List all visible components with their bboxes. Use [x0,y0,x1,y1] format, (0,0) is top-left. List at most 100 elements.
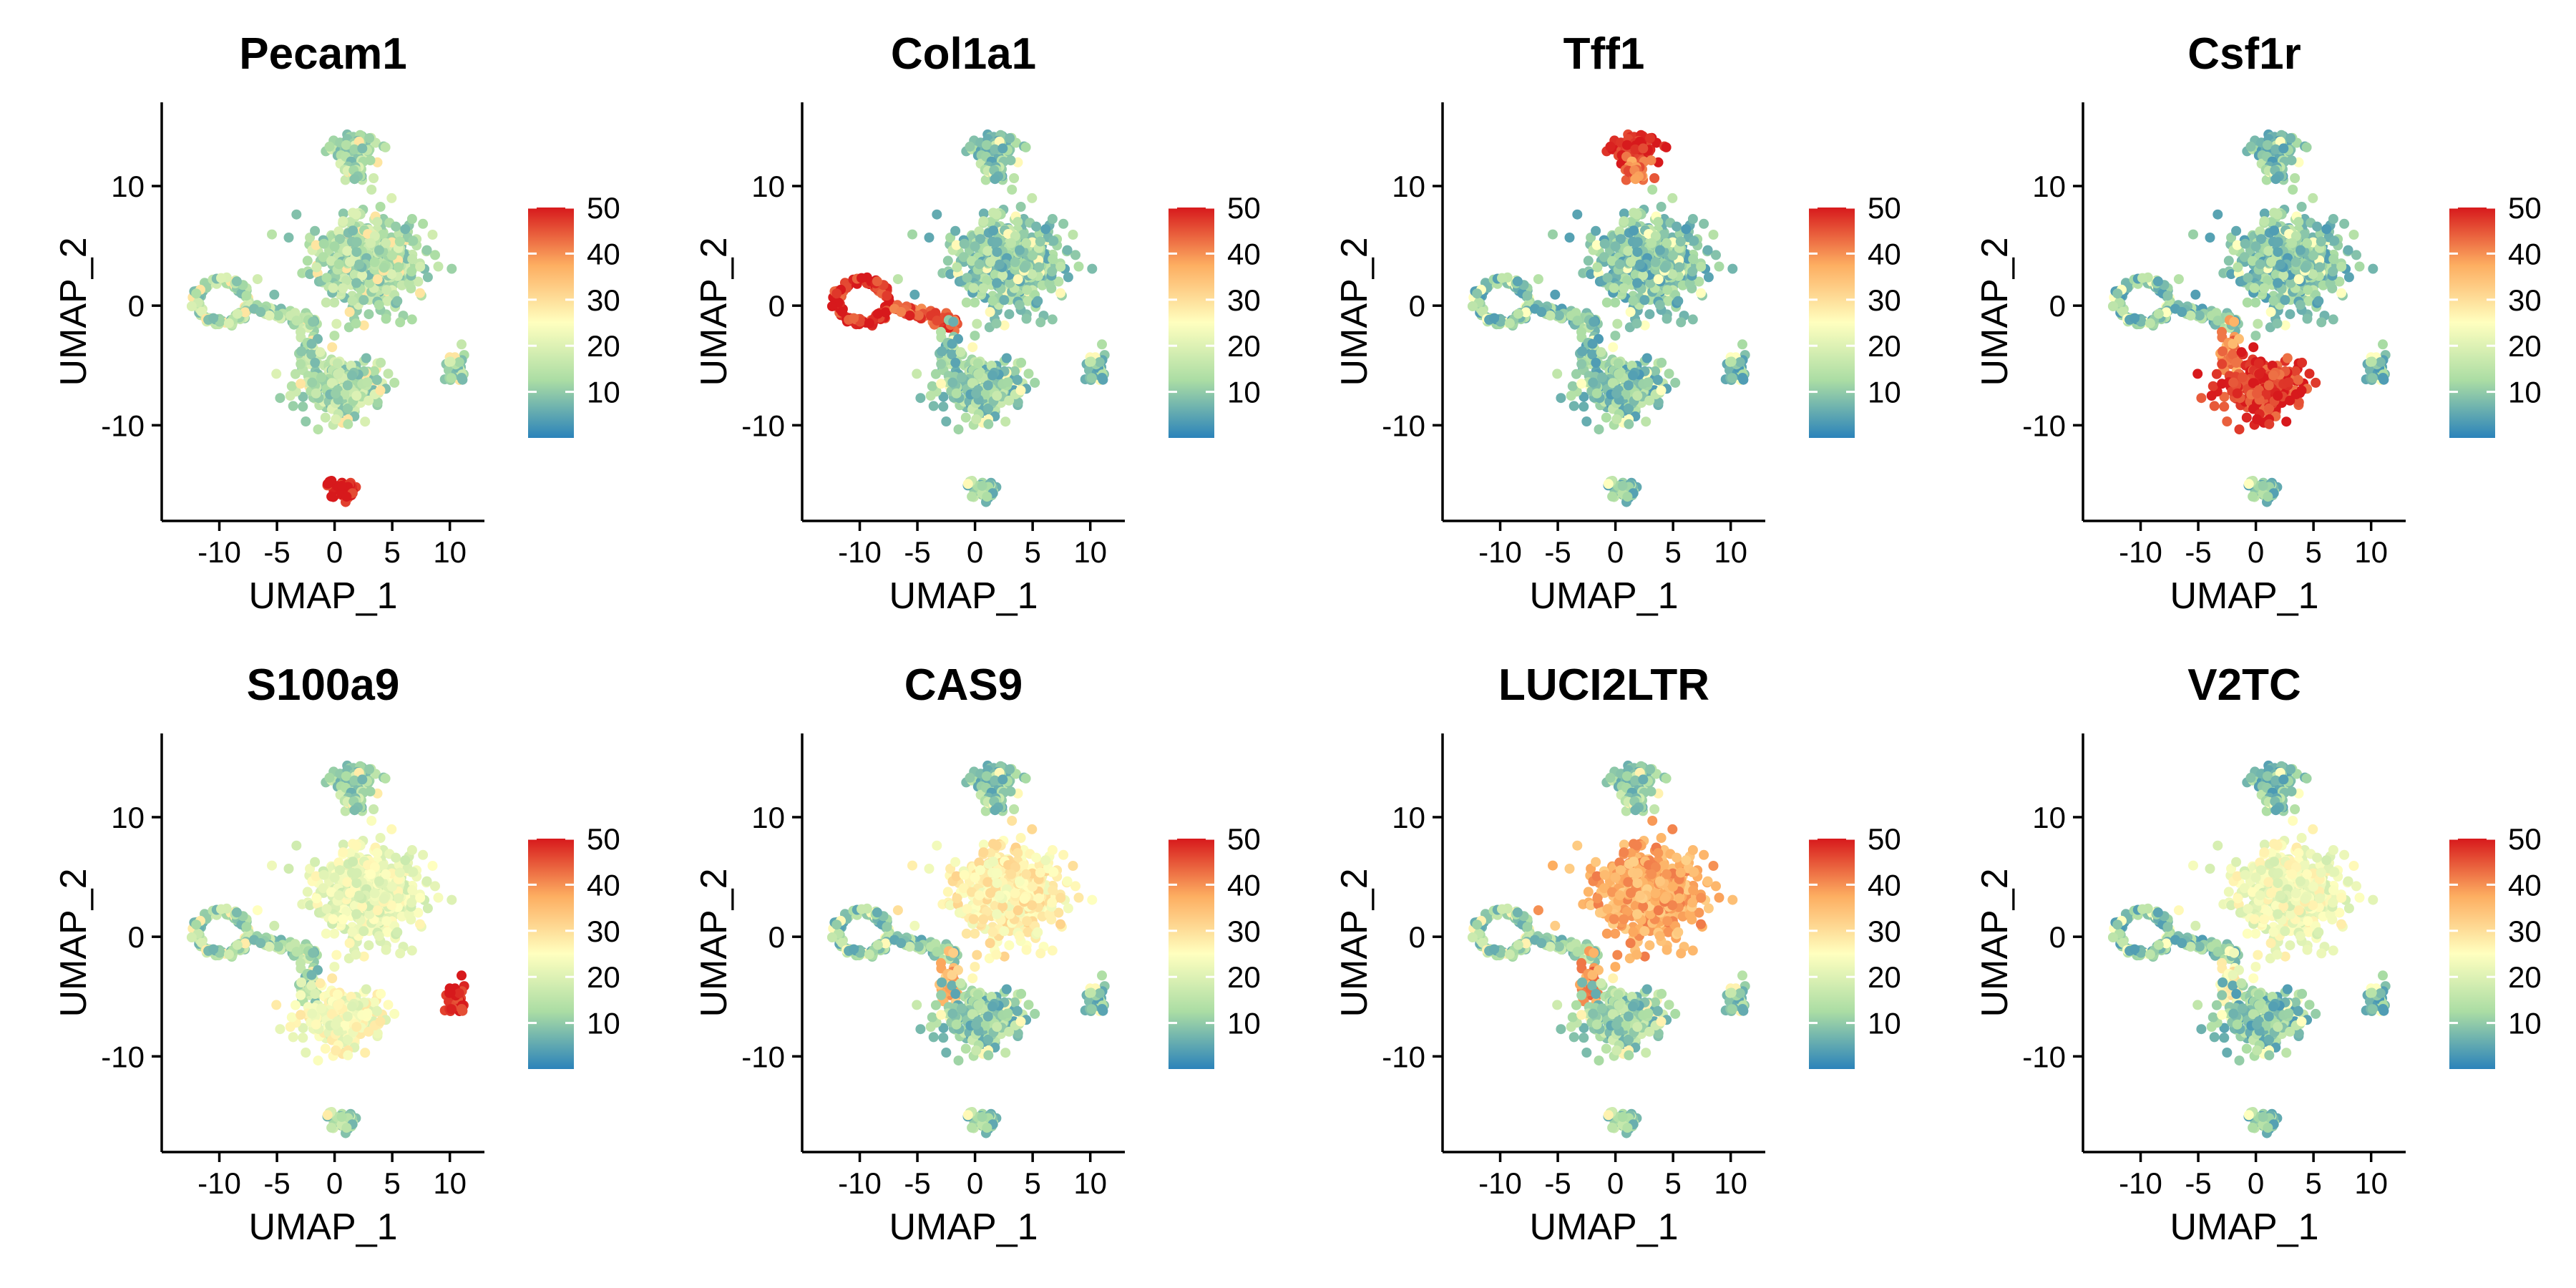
cell-point [2328,266,2338,277]
cell-point [1599,238,1610,249]
cell-point [1601,297,1612,308]
panel-tff1: Tff1-10 -5 0 5 10-10010UMAP_1UMAP_2102030405… [1334,29,1901,617]
cell-point [1603,479,1614,489]
cell-point [1619,283,1629,293]
cell-point [2196,393,2207,404]
cell-point [407,254,418,265]
panel-title: Csf1r [2187,29,2301,79]
cell-point [329,241,340,252]
cell-point [364,309,374,320]
cell-point [421,245,432,255]
cell-point [1489,313,1500,323]
y-tick-label: 0 [769,289,785,323]
cell-point [1023,369,1034,379]
cell-point [353,259,364,270]
cell-point [1047,214,1058,224]
cell-point [1002,377,1013,387]
cell-point [1661,142,1672,152]
cell-point [1645,133,1656,144]
cell-point [994,259,1005,270]
point-cloud [826,129,1110,507]
cell-point [962,479,973,489]
cell-point [2190,289,2201,300]
cell-point [404,278,414,288]
cell-point [2275,259,2285,270]
cell-point [1727,373,1737,384]
cell-point [942,255,953,266]
cell-point [291,316,302,326]
cell-point [338,283,348,293]
cell-point [1656,202,1667,212]
cell-point [907,229,917,240]
colorbar-tick-label: 30 [2508,283,2542,317]
cell-point [2272,318,2283,329]
cell-point [331,414,341,424]
cell-point [1687,266,1698,277]
cell-point [2286,155,2297,166]
cell-point [1010,257,1020,268]
cell-point [1688,254,1699,265]
cell-point [967,491,977,502]
cell-point [2300,263,2311,273]
cell-point [232,308,243,319]
cell-point [1738,374,1749,385]
cell-point [1613,358,1624,369]
colorbar-tick-label: 40 [587,237,620,270]
cell-point [307,377,318,388]
cell-point [302,255,313,266]
cell-point [1566,391,1576,401]
cell-point [264,311,275,321]
cell-point [208,313,219,323]
cell-point [1681,224,1692,235]
cell-point [422,272,433,283]
colorbar-tick-label: 10 [587,376,620,409]
cell-point [2217,358,2228,369]
cell-point [408,235,419,246]
y-tick-label: 10 [751,170,785,203]
cell-point [1086,373,1097,384]
cell-point [1624,419,1634,429]
cell-point [2253,358,2264,369]
cell-point [1650,257,1661,268]
cell-point [924,233,935,243]
cell-point [341,275,351,286]
point-cloud [1467,129,1750,507]
cell-point [1689,235,1699,246]
cell-point [433,261,444,272]
x-tick-label: 5 [2305,535,2321,569]
cell-point [974,259,985,270]
cell-point [2297,357,2308,368]
cell-point [1552,369,1563,379]
colorbar-tick-label: 50 [1227,191,1261,225]
cell-point [223,318,234,328]
cell-point [2343,272,2354,283]
cell-point [1022,285,1033,296]
colorbar [2449,208,2495,438]
cell-point [447,263,457,274]
cell-point [1533,274,1543,285]
panel-csf1r: Csf1r-10 -5 0 5 10-10010UMAP_1UMAP_210203040… [1974,29,2542,617]
cell-point [296,379,306,389]
cell-point [937,346,947,356]
cell-point [273,310,283,321]
cell-point [970,331,980,341]
cell-point [357,270,368,280]
cell-point [231,276,242,287]
cell-point [1708,230,1719,240]
cell-point [345,257,355,267]
cell-point [2293,274,2304,285]
cell-point [1579,401,1589,412]
cell-point [296,358,306,369]
cell-point [310,225,321,236]
cell-point [1030,377,1040,388]
x-axis-label: UMAP_1 [248,575,397,617]
cell-point [378,229,389,240]
cell-point [1035,236,1045,247]
cell-point [331,388,341,399]
cell-point [1631,318,1642,329]
cell-point [372,274,383,285]
cell-point [2273,237,2283,248]
cell-point [366,238,376,248]
cell-point [349,144,360,155]
cell-point [1055,261,1066,272]
